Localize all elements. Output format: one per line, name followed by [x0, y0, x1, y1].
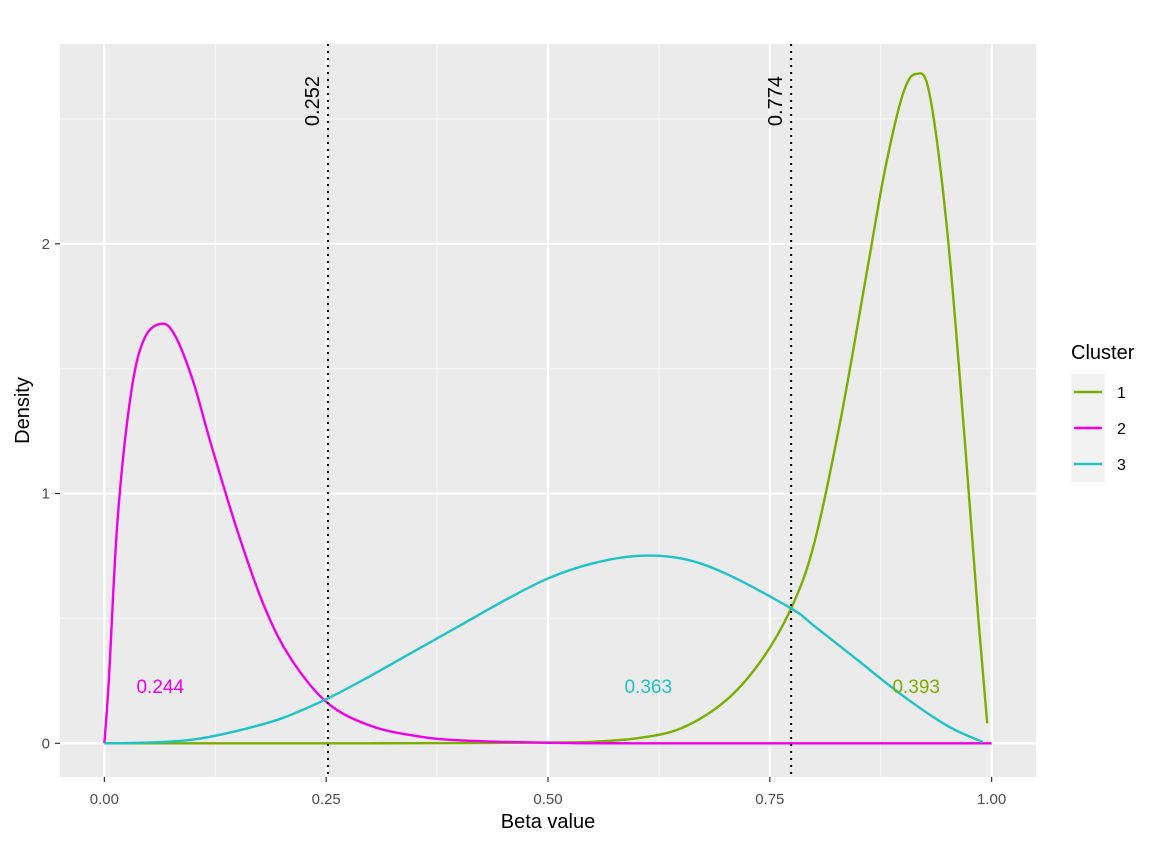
legend-label: 3 — [1117, 457, 1126, 474]
threshold-lines: 0.252 0.774 — [302, 44, 793, 777]
annotations: 0.244 0.363 0.393 — [136, 677, 940, 698]
threshold-label: 0.774 — [765, 76, 787, 126]
y-tick-label: 0 — [42, 735, 50, 752]
x-tick-label: 0.00 — [90, 791, 119, 808]
annotation-label: 0.393 — [892, 677, 940, 698]
x-axis-title: Beta value — [501, 811, 596, 833]
x-tick-label: 0.50 — [533, 791, 562, 808]
legend-label: 2 — [1117, 421, 1126, 438]
legend: Cluster 1 2 3 — [1071, 342, 1135, 482]
y-axis-title: Density — [12, 377, 34, 444]
annotation-label: 0.244 — [136, 677, 184, 698]
y-tick-label: 1 — [42, 486, 50, 503]
y-tick-label: 2 — [42, 236, 50, 253]
x-tick-label: 0.25 — [312, 791, 341, 808]
x-tick-label: 0.75 — [755, 791, 784, 808]
y-axis: 0 1 2 — [42, 236, 60, 752]
threshold-label: 0.252 — [302, 76, 324, 126]
x-tick-label: 1.00 — [977, 791, 1006, 808]
series-line-3 — [104, 554, 984, 745]
series-line-1 — [104, 72, 989, 745]
major-gridlines — [60, 44, 1036, 777]
annotation-label: 0.363 — [624, 677, 672, 698]
x-axis: 0.00 0.25 0.50 0.75 1.00 — [90, 777, 1006, 808]
legend-label: 1 — [1117, 385, 1126, 402]
series-layer — [103, 72, 992, 745]
series-line-2 — [103, 322, 992, 745]
legend-title: Cluster — [1071, 342, 1135, 364]
